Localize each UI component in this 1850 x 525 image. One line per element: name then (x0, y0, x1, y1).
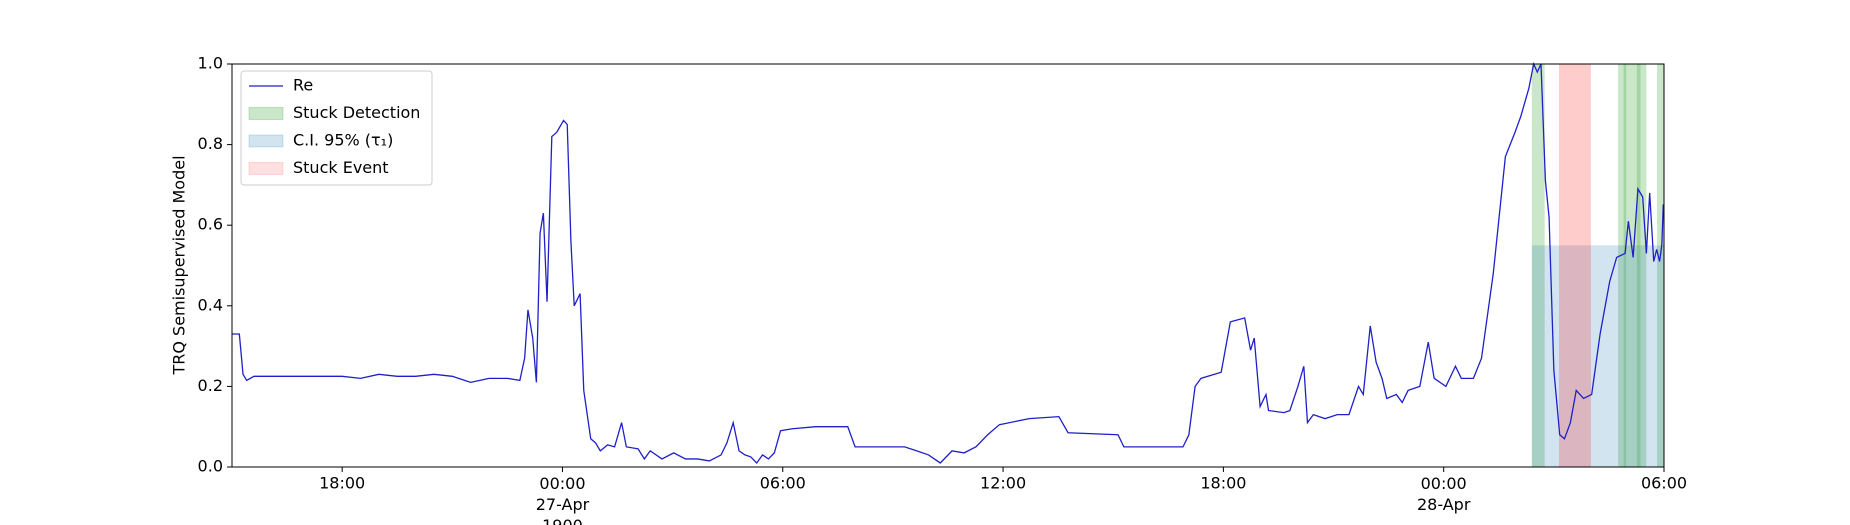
detections-span (1657, 64, 1664, 467)
legend-patch (248, 107, 284, 120)
plot-frame (231, 63, 1665, 468)
events-span (1558, 64, 1591, 467)
detections-span (1636, 64, 1647, 467)
series-line (232, 61, 1664, 464)
x-tick-label: 00:00 27-Apr 1900 (536, 474, 590, 525)
y-tick-label: 0.4 (198, 295, 223, 314)
x-tick-label: 06:00 (760, 474, 806, 493)
detections-span (1618, 64, 1627, 467)
x-tick-label: 18:00 (1200, 474, 1246, 493)
x-tick-label: 06:00 (1641, 474, 1687, 493)
detections-span (1531, 64, 1545, 467)
y-tick-label: 0.8 (198, 134, 223, 153)
x-tick-label: 00:00 28-Apr (1417, 474, 1471, 514)
legend-patch (248, 162, 284, 175)
legend-patch (248, 134, 284, 148)
x-tick-label: 18:00 (319, 474, 365, 493)
ci-band (1531, 245, 1664, 467)
y-tick-label: 1.0 (198, 54, 223, 73)
y-axis-label: TRQ Semisupervised Model (170, 155, 189, 375)
legend-box (240, 70, 433, 186)
detections-span (1623, 64, 1641, 467)
legend: Re Stuck Detection C.I. 95% (τ₁) Stuck Even… (240, 70, 433, 186)
y-tick-label: 0.0 (198, 457, 223, 476)
legend-label: Re (293, 76, 313, 95)
legend-label: Stuck Detection (293, 103, 420, 122)
y-tick-label: 0.6 (198, 215, 223, 234)
y-tick-label: 0.2 (198, 376, 223, 395)
x-tick-label: 12:00 (980, 474, 1026, 493)
legend-label: C.I. 95% (τ₁) (293, 131, 393, 150)
legend-label: Stuck Event (293, 158, 389, 177)
